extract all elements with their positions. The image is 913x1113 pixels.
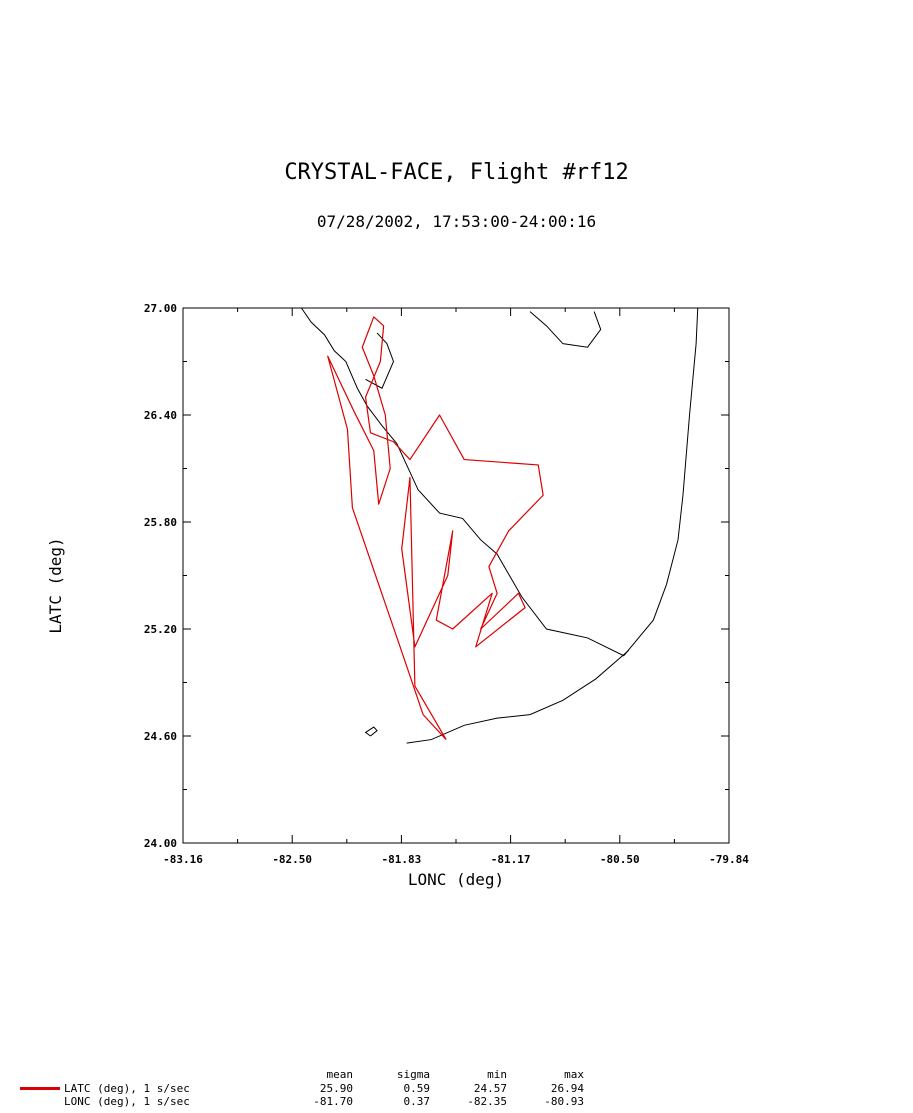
stats-lonc-max: -80.93 (544, 1095, 584, 1108)
stats-lonc-mean: -81.70 (313, 1095, 353, 1108)
legend-label-lonc: LONC (deg), 1 s/sec (64, 1095, 190, 1108)
chart-subtitle: 07/28/2002, 17:53:00-24:00:16 (316, 212, 597, 231)
stats-latc-sigma: 0.59 (403, 1082, 431, 1095)
y-tick-label: 25.20 (144, 623, 177, 636)
stats-header-mean: mean (326, 1068, 354, 1081)
x-tick-label: -79.84 (709, 853, 749, 866)
x-tick-label: -80.50 (600, 853, 640, 866)
flight-track-line (327, 316, 544, 740)
florida-keys (406, 650, 630, 744)
stats-latc-min: 24.57 (473, 1082, 507, 1095)
stats-header-max: max (564, 1068, 584, 1081)
lake-okeechobee-shore (529, 311, 602, 348)
y-tick-label: 24.00 (144, 837, 177, 850)
stats-header-sigma: sigma (396, 1068, 430, 1081)
marquesas-keys (364, 726, 378, 737)
x-axis-label: LONC (deg) (408, 870, 504, 889)
stats-header-min: min (487, 1068, 507, 1081)
y-tick-label: 25.80 (144, 516, 177, 529)
y-axis-label: LATC (deg) (46, 537, 65, 633)
x-tick-label: -83.16 (163, 853, 203, 866)
y-axis-ticks: 24.00 24.60 25.20 25.80 26.40 27.00 (144, 302, 729, 850)
legend-label-latc: LATC (deg), 1 s/sec (64, 1082, 190, 1095)
flight-track-chart: -83.16 -82.50 -81.83 -81.17 -80.50 -79.84 24.… (46, 302, 749, 889)
y-tick-label: 24.60 (144, 730, 177, 743)
legend-swatch-latc (20, 1087, 60, 1090)
x-tick-label: -81.17 (491, 853, 531, 866)
stats-lonc-sigma: 0.37 (403, 1095, 431, 1108)
chart-title: CRYSTAL-FACE, Flight #rf12 (284, 160, 629, 185)
y-tick-label: 27.00 (144, 302, 177, 315)
flight-track-layer (327, 316, 544, 740)
x-tick-label: -81.83 (382, 853, 422, 866)
x-tick-label: -82.50 (272, 853, 312, 866)
coastline-layer (300, 307, 699, 744)
stats-latc-mean: 25.90 (319, 1082, 353, 1095)
stats-latc-max: 26.94 (550, 1082, 584, 1095)
plot-frame (182, 307, 730, 844)
mainland-coastline (300, 307, 699, 657)
x-axis-ticks: -83.16 -82.50 -81.83 -81.17 -80.50 -79.84 (163, 308, 749, 866)
y-tick-label: 26.40 (144, 409, 177, 422)
charlotte-harbor-coast (365, 332, 395, 389)
statistics-table: mean sigma min max LATC (deg), 1 s/sec 2… (0, 1068, 913, 1113)
stats-lonc-min: -82.35 (467, 1095, 507, 1108)
